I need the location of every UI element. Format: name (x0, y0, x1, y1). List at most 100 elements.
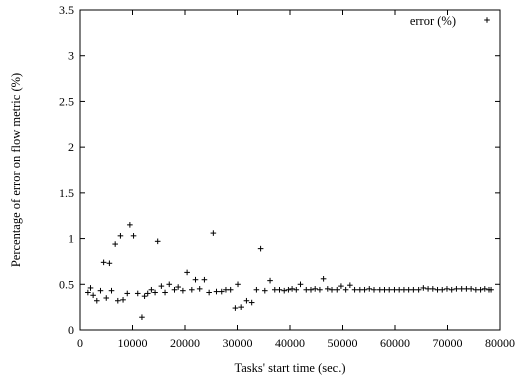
data-point (325, 286, 331, 292)
data-point (361, 286, 368, 293)
y-tick-label: 3 (68, 49, 74, 63)
data-point (97, 287, 104, 294)
data-point (285, 286, 292, 293)
data-point (218, 288, 225, 295)
data-point (112, 241, 118, 247)
data-point (396, 286, 402, 293)
y-tick-label: 0.5 (59, 277, 74, 291)
data-point (463, 286, 470, 292)
plot-frame (79, 9, 501, 331)
data-point (357, 286, 363, 293)
data-point (180, 287, 186, 294)
data-point (439, 286, 446, 293)
data-point (115, 297, 121, 304)
data-point (171, 286, 178, 293)
data-point (434, 286, 441, 293)
data-point (410, 286, 417, 293)
ticks-layer: 0 10000 20000 30000 40000 50000 60000 70000 8000… (59, 3, 515, 350)
data-point (351, 286, 358, 293)
data-point (117, 233, 124, 239)
data-point (338, 283, 344, 289)
data-point (141, 293, 148, 299)
data-point (371, 286, 377, 293)
data-point (85, 289, 91, 296)
data-point (308, 286, 314, 293)
data-point (94, 297, 100, 304)
data-point (420, 285, 427, 291)
data-point (473, 286, 479, 293)
data-point (100, 259, 107, 266)
points-layer (85, 222, 494, 320)
data-point (289, 286, 295, 292)
legend-entry-label: error (%) (410, 14, 456, 28)
data-point (267, 277, 273, 284)
data-point (235, 281, 241, 288)
data-point (108, 287, 115, 294)
data-point (329, 286, 335, 293)
data-point (227, 286, 234, 293)
data-point (448, 286, 455, 293)
data-point (248, 299, 255, 306)
data-point (154, 238, 161, 245)
y-tick-label: 1.5 (59, 186, 74, 200)
x-tick-label: 60000 (380, 336, 410, 350)
data-point (303, 286, 310, 293)
data-point (213, 288, 220, 295)
data-point (201, 276, 208, 283)
legend-marker (484, 17, 490, 23)
y-tick-label: 0 (68, 323, 74, 337)
data-point (148, 286, 155, 293)
x-tick-label: 50000 (328, 336, 358, 350)
y-tick-label: 3.5 (59, 3, 74, 17)
data-point (196, 286, 203, 292)
data-point (166, 281, 173, 288)
data-point (477, 286, 484, 293)
data-point (334, 286, 341, 293)
data-point (144, 290, 151, 297)
data-point (184, 269, 190, 276)
y-axis-label: Percentage of error on flow metric (%) (9, 73, 23, 267)
data-point (425, 286, 431, 292)
data-point (386, 286, 393, 293)
data-point (317, 286, 323, 293)
data-point (415, 286, 422, 293)
y-tick-label: 2 (68, 140, 74, 154)
data-point (312, 286, 318, 292)
data-point (106, 260, 113, 267)
data-point (134, 290, 141, 297)
data-point (189, 286, 195, 293)
data-point (458, 286, 465, 292)
data-point (175, 284, 181, 290)
legend: error (%) (410, 14, 490, 28)
data-point (366, 286, 373, 292)
data-point (293, 286, 300, 293)
legend-marker-plus (484, 17, 490, 23)
data-point (342, 286, 349, 293)
data-point (158, 283, 165, 289)
data-point (124, 290, 131, 297)
data-point (103, 295, 110, 301)
data-point (253, 286, 260, 293)
x-tick-label: 70000 (433, 336, 463, 350)
data-point (162, 289, 168, 296)
data-point (130, 233, 137, 239)
data-point (430, 286, 436, 292)
data-point (405, 286, 412, 293)
data-point (192, 276, 199, 283)
data-point (276, 286, 283, 293)
x-axis-label: Tasks' start time (sec.) (234, 361, 345, 375)
data-point (453, 286, 460, 292)
data-point (87, 285, 94, 291)
data-point (391, 286, 398, 293)
x-tick-label: 20000 (170, 336, 200, 350)
data-point (468, 286, 474, 292)
data-point (481, 286, 488, 292)
data-point (139, 314, 145, 320)
data-point (347, 282, 353, 288)
data-point (401, 286, 407, 293)
data-point (206, 289, 212, 296)
data-point (90, 292, 96, 299)
data-point (232, 305, 239, 311)
